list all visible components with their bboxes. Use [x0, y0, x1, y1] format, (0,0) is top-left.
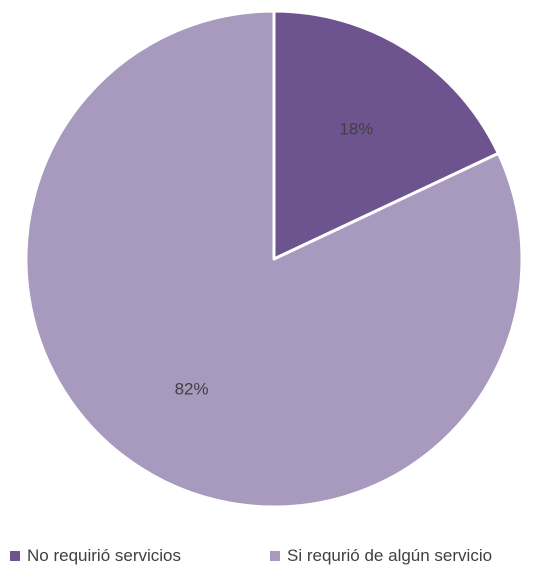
pie-slices: [24, 9, 524, 509]
legend-item-si-requirio: Si requrió de algún servicio: [270, 546, 492, 566]
pie-slice-0: [272, 9, 500, 261]
legend-label-si-requirio: Si requrió de algún servicio: [287, 546, 493, 565]
legend-item-no-requirio: No requirió servicios: [10, 546, 181, 566]
pie-data-labels: 18% 82%: [175, 120, 374, 399]
legend-swatch-si-requirio: [270, 551, 280, 561]
chart-legend: No requirió servicios Si requrió de algú…: [0, 546, 553, 568]
pie-data-label-1: 82%: [175, 379, 209, 398]
pie-data-label-0: 18%: [339, 120, 373, 139]
pie-chart-plot: 18% 82%: [24, 9, 524, 509]
legend-swatch-no-requirio: [10, 551, 20, 561]
pie-slice-1: [24, 9, 524, 509]
legend-label-no-requirio: No requirió servicios: [27, 546, 181, 565]
